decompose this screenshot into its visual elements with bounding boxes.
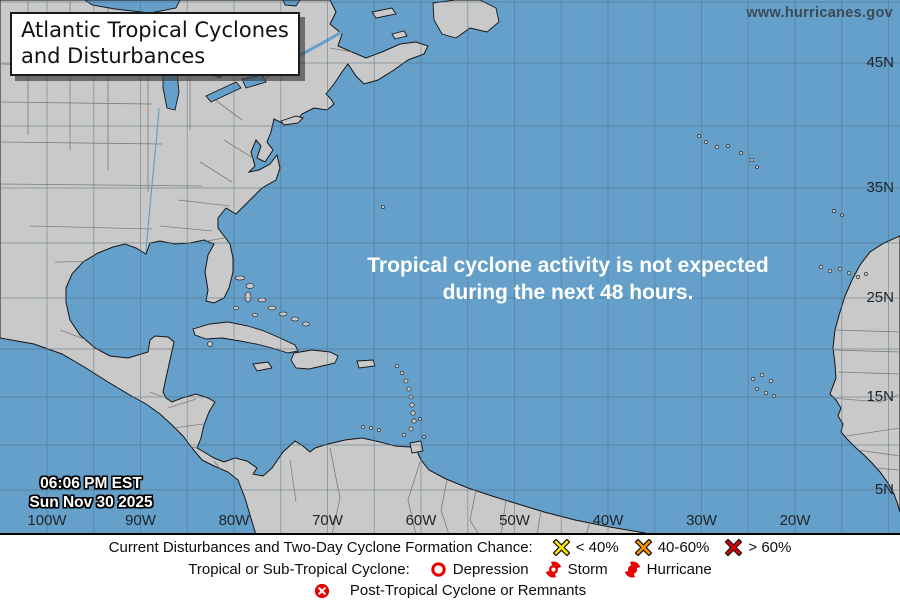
james-bay-sliver xyxy=(282,0,301,7)
legend-row-post-tropical: Post-Tropical Cyclone or Remnants xyxy=(0,581,900,600)
hispaniola-island xyxy=(290,349,339,370)
jamaica-island xyxy=(252,361,273,372)
hurricane-symbol-icon xyxy=(624,560,640,578)
islands-group xyxy=(192,0,500,454)
legend-label-storm: Storm xyxy=(567,560,608,578)
lon-label-80W: 80W xyxy=(218,512,250,529)
map-title-line2: and Disturbances xyxy=(21,44,206,68)
map-title-box: Atlantic Tropical Cyclones and Disturban… xyxy=(10,12,300,76)
x-marker-40-60-icon xyxy=(634,539,652,556)
puerto-rico-island xyxy=(356,359,376,369)
issuance-time: 06:06 PM EST xyxy=(40,475,142,492)
legend-item-depression: Depression xyxy=(430,561,529,578)
legend-label-depression: Depression xyxy=(452,560,529,578)
legend-item-hurricane: Hurricane xyxy=(624,561,712,578)
trinidad-island xyxy=(409,440,424,454)
long-island xyxy=(280,115,304,126)
lat-label-45N: 45N xyxy=(866,54,894,71)
legend-item-storm: Storm xyxy=(545,561,608,578)
legend-item-40-60: 40-60% xyxy=(634,539,710,556)
lat-label-35N: 35N xyxy=(866,179,894,196)
legend-item-gt60: > 60% xyxy=(725,539,791,556)
island-dots-group xyxy=(207,134,868,439)
anticosti-island xyxy=(371,7,397,19)
newfoundland-island xyxy=(432,0,500,39)
post-tropical-symbol-icon xyxy=(314,583,330,598)
x-marker-lt40-icon xyxy=(552,539,570,556)
legend-label-lt40: < 40% xyxy=(575,539,619,556)
tropical-storm-symbol-icon xyxy=(545,560,561,578)
cuba-island xyxy=(192,321,299,354)
legend-chance-heading: Current Disturbances and Two-Day Cyclone… xyxy=(108,539,533,556)
lon-label-40W: 40W xyxy=(592,512,624,529)
lon-label-60W: 60W xyxy=(405,512,437,529)
issuance-date: Sun Nov 30 2025 xyxy=(29,494,153,511)
legend-label-post-tropical: Post-Tropical Cyclone or Remnants xyxy=(349,582,587,599)
lon-label-100W: 100W xyxy=(27,512,67,529)
lon-label-20W: 20W xyxy=(779,512,811,529)
lat-label-5N: 5N xyxy=(874,481,894,498)
legend-row-cyclone-types: Tropical or Sub-Tropical Cyclone: Depres… xyxy=(0,560,900,579)
legend-label-hurricane: Hurricane xyxy=(646,560,712,578)
outlook-message: Tropical cyclone activity is not expecte… xyxy=(350,252,786,306)
lat-label-25N: 25N xyxy=(866,289,894,306)
legend-cyclone-heading: Tropical or Sub-Tropical Cyclone: xyxy=(188,560,410,578)
lake-ontario xyxy=(241,74,267,89)
x-marker-gt60-icon xyxy=(725,539,743,556)
issuance-timestamp: 06:06 PM EST Sun Nov 30 2025 xyxy=(16,474,166,512)
depression-symbol-icon xyxy=(431,561,446,577)
lon-label-70W: 70W xyxy=(312,512,343,529)
legend-row-formation-chance: Current Disturbances and Two-Day Cyclone… xyxy=(0,538,900,557)
legend-label-gt60: > 60% xyxy=(748,539,792,556)
legend-item-lt40: < 40% xyxy=(552,539,619,556)
lon-label-50W: 50W xyxy=(499,512,530,529)
outlook-message-line1: Tropical cyclone activity is not expecte… xyxy=(367,254,769,277)
legend-bar: Current Disturbances and Two-Day Cyclone… xyxy=(0,535,900,601)
map-canvas: Atlantic Tropical Cyclones and Disturban… xyxy=(0,0,900,535)
prince-edward-island xyxy=(391,30,408,40)
hurricanes-gov-watermark: www.hurricanes.gov xyxy=(746,5,893,21)
lat-label-15N: 15N xyxy=(866,388,894,405)
mississippi-river xyxy=(145,107,160,253)
legend-label-40-60: 40-60% xyxy=(657,539,710,556)
lon-label-30W: 30W xyxy=(686,512,717,529)
outlook-message-line2: during the next 48 hours. xyxy=(442,281,694,304)
lake-erie xyxy=(205,81,242,103)
lon-label-90W: 90W xyxy=(125,512,156,529)
map-title-line1: Atlantic Tropical Cyclones xyxy=(21,18,289,42)
map-frame-bottom-border xyxy=(0,533,900,535)
